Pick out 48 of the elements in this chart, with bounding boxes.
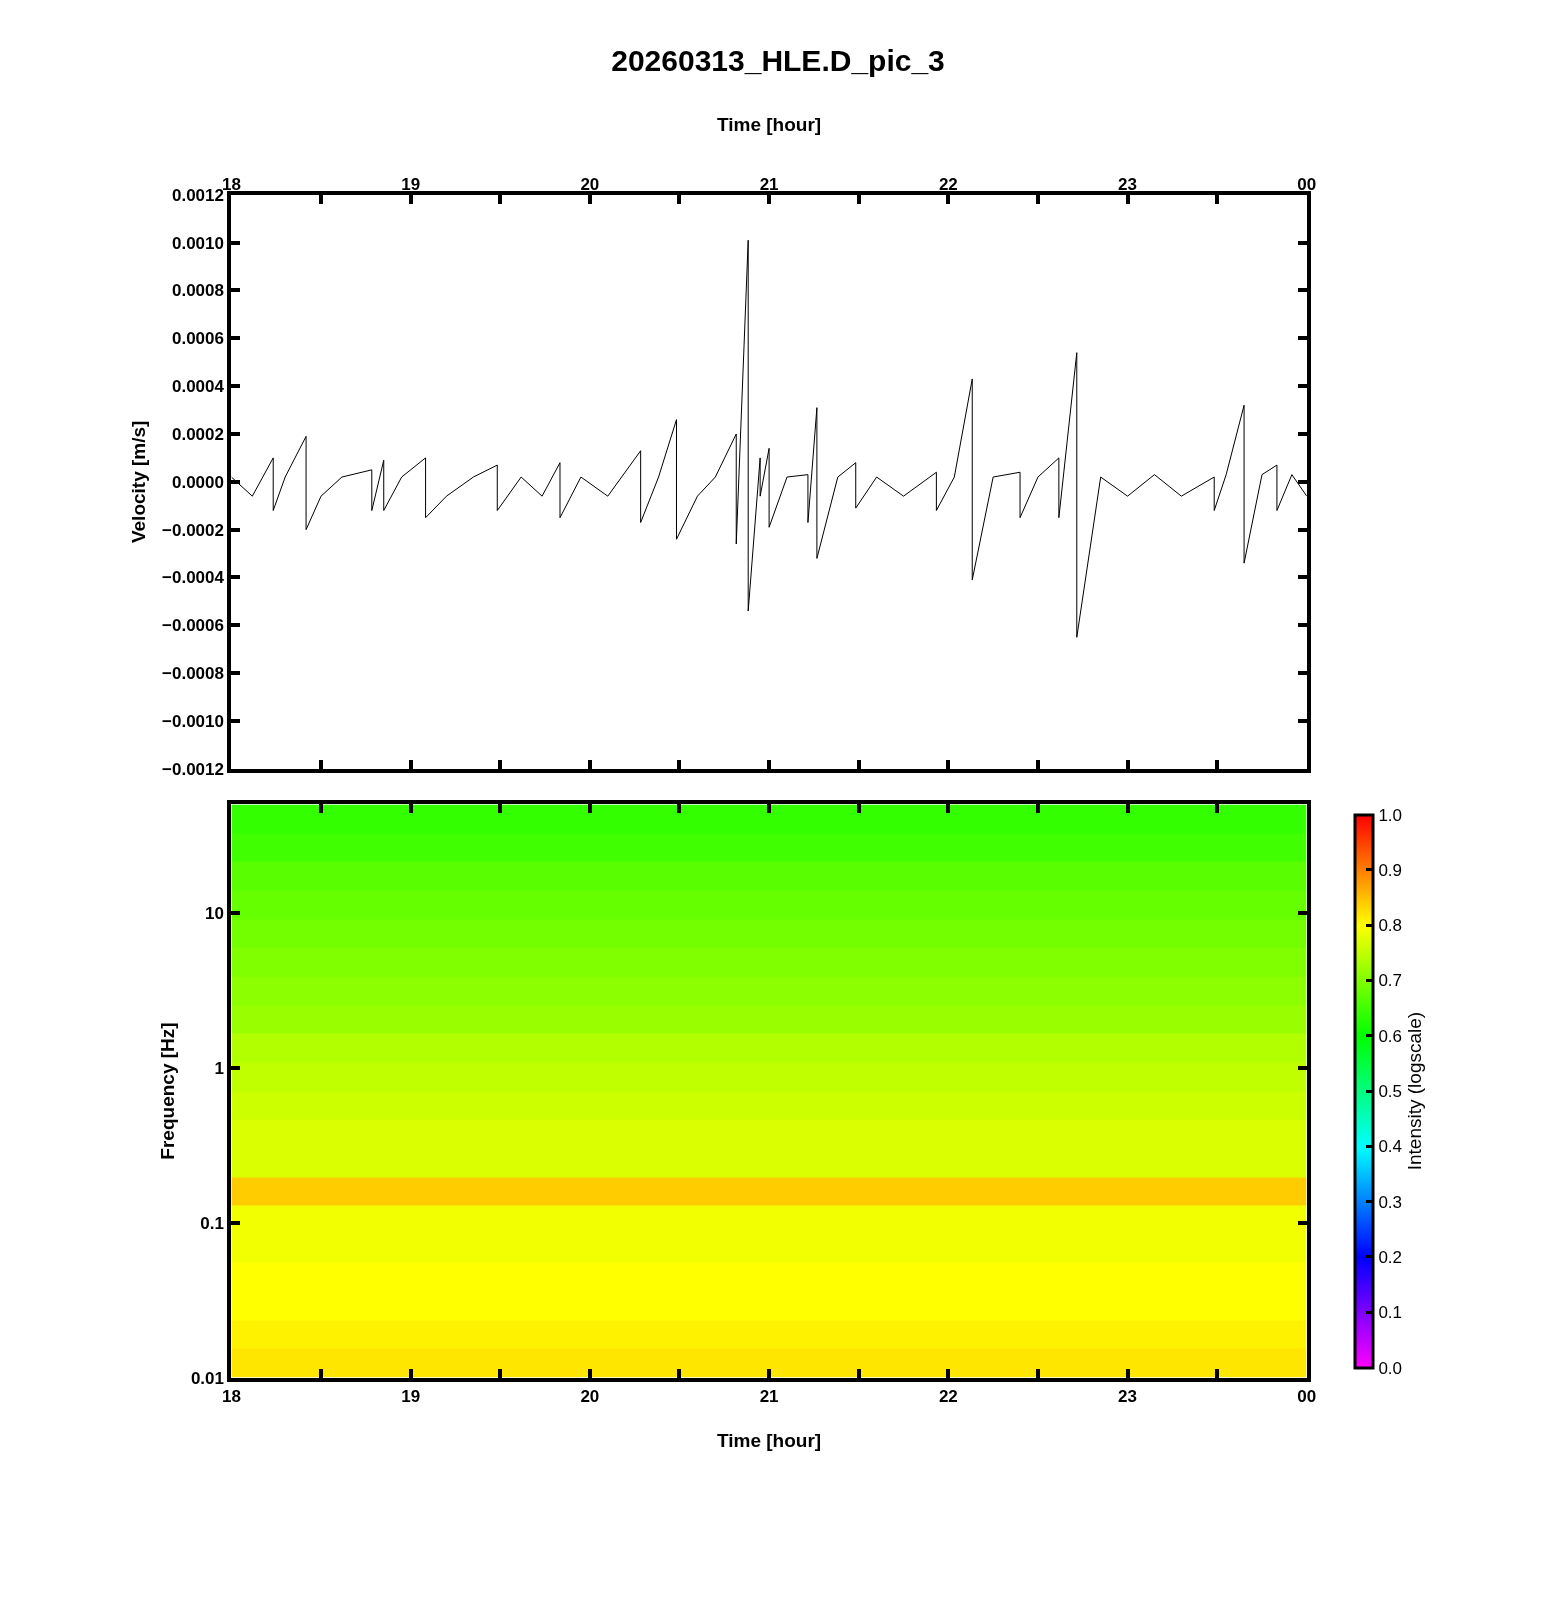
color-bar-label: 0.0	[1378, 1358, 1403, 1378]
color-bar-label: 1.0	[1378, 805, 1403, 825]
x-axis-title: Time [hour]	[717, 1430, 822, 1452]
x-tick-label: 23	[1118, 1386, 1138, 1406]
y-tick-label: 0.0008	[172, 281, 224, 301]
color-bar-label: 0.9	[1378, 860, 1403, 880]
x2-tick-label: 23	[1118, 175, 1138, 195]
y-tick-label: 0.0012	[172, 185, 224, 205]
y-tick-label: −0.0012	[162, 759, 224, 779]
y-tick-label: 0.0000	[172, 472, 224, 492]
line-series	[231, 239, 1307, 638]
y-tick-label: 0.0010	[172, 233, 224, 253]
x2-tick-label: 22	[938, 175, 958, 195]
y-tick-label: 0.01	[190, 1368, 224, 1388]
y-tick-label: 0.0002	[172, 424, 224, 444]
y-tick-label: −0.0002	[162, 520, 224, 540]
x-tick-label: 22	[938, 1386, 958, 1406]
y-axis-title: Velocity [m/s]	[128, 420, 150, 544]
x-tick-label: 18	[221, 1386, 241, 1406]
color-bar-title: Intensity (logscale)	[1404, 1011, 1426, 1171]
color-bar-label: 0.5	[1378, 1082, 1403, 1101]
color-bar-label: 0.2	[1378, 1247, 1403, 1267]
x2-tick-label: 21	[759, 175, 779, 195]
color-bar-label: 0.1	[1378, 1303, 1403, 1323]
x-tick-label: 20	[580, 1386, 600, 1406]
y-tick-label: −0.0006	[162, 616, 224, 636]
x2-tick-label: 00	[1297, 175, 1317, 195]
color-bar-label: 0.7	[1378, 971, 1403, 991]
x2-axis-title: Time [hour]	[717, 114, 822, 136]
y-axis-title: Frequency [Hz]	[157, 1022, 179, 1160]
color-bar-label: 0.8	[1378, 916, 1403, 936]
color-bar-label: 0.4	[1378, 1137, 1403, 1157]
y-tick-label: 0.1	[200, 1213, 224, 1233]
y-tick-label: −0.0010	[162, 711, 224, 731]
chart-title: 20260313_HLE.D_pic_3	[611, 43, 945, 77]
y-tick-label: −0.0004	[162, 568, 225, 588]
y-tick-label: −0.0008	[162, 664, 224, 684]
x-tick-label: 21	[759, 1386, 779, 1406]
color-bar-label: 0.3	[1378, 1192, 1403, 1212]
x2-tick-label: 20	[580, 175, 600, 195]
x-tick-label: 00	[1297, 1386, 1317, 1406]
y-tick-label: 0.0004	[172, 377, 225, 397]
y-tick-label: 0.0006	[172, 329, 224, 349]
y-tick-label: 1	[214, 1058, 224, 1078]
y-tick-label: 10	[205, 903, 224, 923]
x-tick-label: 19	[401, 1386, 421, 1406]
x2-tick-label: 19	[401, 175, 421, 195]
color-bar-label: 0.6	[1378, 1026, 1403, 1046]
